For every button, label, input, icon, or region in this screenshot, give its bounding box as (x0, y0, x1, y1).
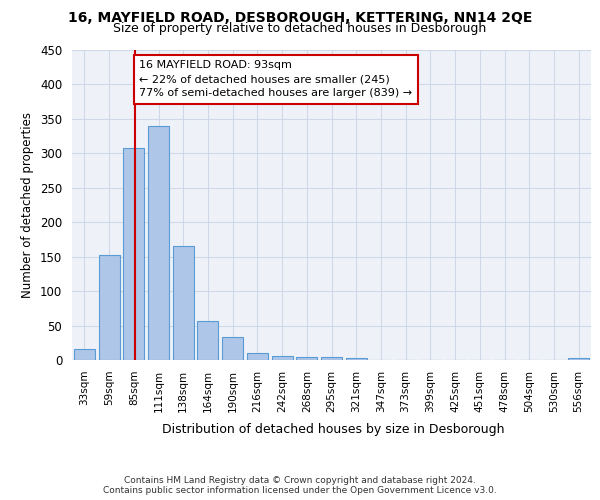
Bar (123, 148, 144, 360)
Text: 16, MAYFIELD ROAD, DESBOROUGH, KETTERING, NN14 2QE: 16, MAYFIELD ROAD, DESBOROUGH, KETTERING… (68, 11, 532, 25)
Bar (173, 246, 194, 360)
Bar (247, 353, 268, 360)
Bar (321, 356, 342, 360)
Bar (148, 126, 169, 360)
Bar (568, 358, 589, 360)
Bar (346, 358, 367, 360)
Bar (296, 357, 317, 360)
Text: Contains HM Land Registry data © Crown copyright and database right 2024.: Contains HM Land Registry data © Crown c… (124, 476, 476, 485)
Bar (272, 356, 293, 360)
Text: 16 MAYFIELD ROAD: 93sqm
← 22% of detached houses are smaller (245)
77% of semi-d: 16 MAYFIELD ROAD: 93sqm ← 22% of detache… (139, 60, 412, 98)
Bar (222, 336, 243, 360)
Y-axis label: Number of detached properties: Number of detached properties (22, 112, 34, 298)
Text: Size of property relative to detached houses in Desborough: Size of property relative to detached ho… (113, 22, 487, 35)
Text: Contains public sector information licensed under the Open Government Licence v3: Contains public sector information licen… (103, 486, 497, 495)
Text: Distribution of detached houses by size in Desborough: Distribution of detached houses by size … (162, 422, 504, 436)
Bar (74, 349, 95, 360)
Bar (197, 320, 218, 360)
Bar (98, 256, 119, 360)
